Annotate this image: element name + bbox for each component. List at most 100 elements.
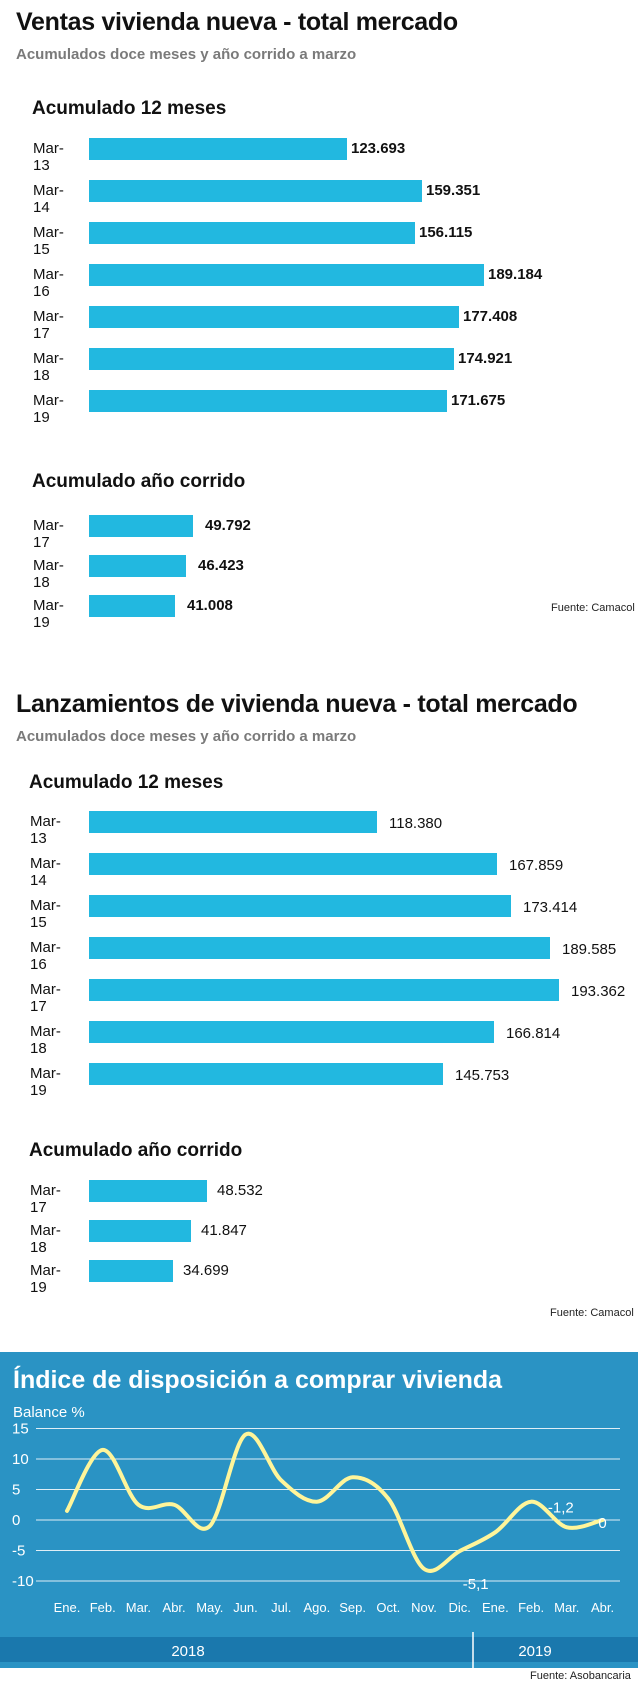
value-label: 145.753 bbox=[455, 1067, 510, 1084]
panel2-title: Lanzamientos de vivienda nueva - total m… bbox=[16, 690, 578, 718]
panel2-section-ytd: Acumulado año corrido bbox=[29, 1140, 243, 1161]
value-label: 41.847 bbox=[201, 1222, 247, 1239]
value-label: 189.184 bbox=[488, 266, 543, 283]
panel3-source: Fuente: Asobancaria bbox=[530, 1670, 631, 1682]
x-tick-label: Mar. bbox=[554, 1600, 579, 1615]
category-label: Mar-17 bbox=[30, 981, 61, 1015]
category-label: Mar-18 bbox=[33, 557, 64, 591]
x-tick-label: Jul. bbox=[271, 1600, 291, 1615]
category-label: Mar-18 bbox=[30, 1222, 61, 1256]
value-label: 49.792 bbox=[205, 517, 251, 534]
bar bbox=[89, 348, 454, 370]
y-tick-label: 0 bbox=[12, 1512, 20, 1529]
panel1-subtitle: Acumulados doce meses y año corrido a ma… bbox=[16, 46, 357, 63]
value-label: 46.423 bbox=[198, 557, 244, 574]
category-label: Mar-19 bbox=[30, 1262, 61, 1296]
value-label: 48.532 bbox=[217, 1182, 263, 1199]
x-tick-label: Feb. bbox=[518, 1600, 544, 1615]
bar bbox=[89, 1021, 494, 1043]
x-tick-label: May. bbox=[196, 1600, 223, 1615]
year-label: 2019 bbox=[518, 1643, 551, 1660]
bar bbox=[89, 595, 175, 617]
x-tick-label: Ago. bbox=[304, 1600, 331, 1615]
x-tick-label: Abr. bbox=[591, 1600, 614, 1615]
bar bbox=[89, 1180, 207, 1202]
panel1-title: Ventas vivienda nueva - total mercado bbox=[16, 8, 458, 36]
value-label: 118.380 bbox=[389, 815, 443, 832]
bar bbox=[89, 222, 415, 244]
value-label: 166.814 bbox=[506, 1025, 561, 1042]
data-annotation: -5,1 bbox=[463, 1576, 489, 1593]
bar bbox=[89, 555, 186, 577]
value-label: 167.859 bbox=[509, 857, 564, 874]
y-tick-label: 5 bbox=[12, 1482, 20, 1499]
value-label: 159.351 bbox=[426, 182, 481, 199]
bar bbox=[89, 1063, 443, 1085]
y-tick-label: 10 bbox=[12, 1451, 29, 1468]
category-label: Mar-13 bbox=[30, 813, 61, 847]
x-tick-label: Nov. bbox=[411, 1600, 437, 1615]
disposicion-panel: Índice de disposición a comprar vivienda… bbox=[0, 1352, 638, 1668]
category-label: Mar-14 bbox=[33, 182, 64, 216]
category-label: Mar-17 bbox=[33, 517, 64, 551]
panel2-subtitle: Acumulados doce meses y año corrido a ma… bbox=[16, 728, 357, 745]
bar bbox=[89, 937, 550, 959]
value-label: 174.921 bbox=[458, 350, 513, 367]
category-label: Mar-15 bbox=[33, 224, 64, 258]
x-tick-label: Mar. bbox=[126, 1600, 151, 1615]
bar bbox=[89, 853, 497, 875]
x-tick-label: Feb. bbox=[90, 1600, 116, 1615]
x-tick-label: Jun. bbox=[233, 1600, 258, 1615]
x-tick-label: Ene. bbox=[54, 1600, 81, 1615]
bar bbox=[89, 138, 347, 160]
data-annotation: -1,2 bbox=[548, 1499, 574, 1516]
series-line bbox=[65, 1431, 605, 1573]
panel1-section-12m: Acumulado 12 meses bbox=[32, 98, 227, 119]
category-label: Mar-19 bbox=[33, 392, 64, 426]
bar bbox=[89, 390, 447, 412]
x-tick-label: Dic. bbox=[449, 1600, 471, 1615]
x-tick-label: Oct. bbox=[376, 1600, 400, 1615]
y-tick-label: -10 bbox=[12, 1573, 34, 1590]
value-label: 189.585 bbox=[562, 941, 617, 958]
value-label: 171.675 bbox=[451, 392, 506, 409]
panel1-section-ytd: Acumulado año corrido bbox=[32, 471, 246, 492]
y-tick-label: -5 bbox=[12, 1543, 25, 1560]
y-tick-label: 15 bbox=[12, 1421, 29, 1438]
category-label: Mar-18 bbox=[30, 1023, 61, 1057]
panel3-subtitle: Balance % bbox=[13, 1404, 85, 1421]
category-label: Mar-14 bbox=[30, 855, 61, 889]
value-label: 41.008 bbox=[187, 597, 233, 614]
value-label: 34.699 bbox=[183, 1262, 229, 1279]
disposicion-line-chart: 15 10 5 0 -5 -10 Ene. Feb. Mar. Abr. May. Jun. Jul. A… bbox=[0, 1421, 638, 1668]
value-label: 123.693 bbox=[351, 140, 406, 157]
panel2-source: Fuente: Camacol bbox=[550, 1307, 634, 1319]
bar bbox=[89, 1260, 173, 1282]
value-label: 173.414 bbox=[523, 899, 578, 916]
bar bbox=[89, 895, 511, 917]
bar bbox=[89, 306, 459, 328]
category-label: Mar-19 bbox=[30, 1065, 61, 1099]
bar bbox=[89, 1220, 191, 1242]
category-label: Mar-15 bbox=[30, 897, 61, 931]
category-label: Mar-19 bbox=[33, 597, 64, 631]
category-label: Mar-16 bbox=[33, 266, 64, 300]
bar bbox=[89, 811, 377, 833]
value-label: 193.362 bbox=[571, 983, 626, 1000]
x-tick-label: Ene. bbox=[482, 1600, 509, 1615]
panel1-source: Fuente: Camacol bbox=[551, 602, 635, 614]
value-label: 177.408 bbox=[463, 308, 518, 325]
value-label: 156.115 bbox=[419, 224, 473, 241]
bar bbox=[89, 515, 193, 537]
category-label: Mar-17 bbox=[30, 1182, 61, 1216]
category-label: Mar-13 bbox=[33, 140, 64, 174]
category-label: Mar-16 bbox=[30, 939, 61, 973]
data-annotation: 0 bbox=[598, 1515, 606, 1532]
category-label: Mar-17 bbox=[33, 308, 64, 342]
x-tick-label: Abr. bbox=[163, 1600, 186, 1615]
bar bbox=[89, 979, 559, 1001]
x-tick-label: Sep. bbox=[339, 1600, 366, 1615]
bar bbox=[89, 180, 422, 202]
bar bbox=[89, 264, 484, 286]
panel2-section-12m: Acumulado 12 meses bbox=[29, 772, 224, 793]
